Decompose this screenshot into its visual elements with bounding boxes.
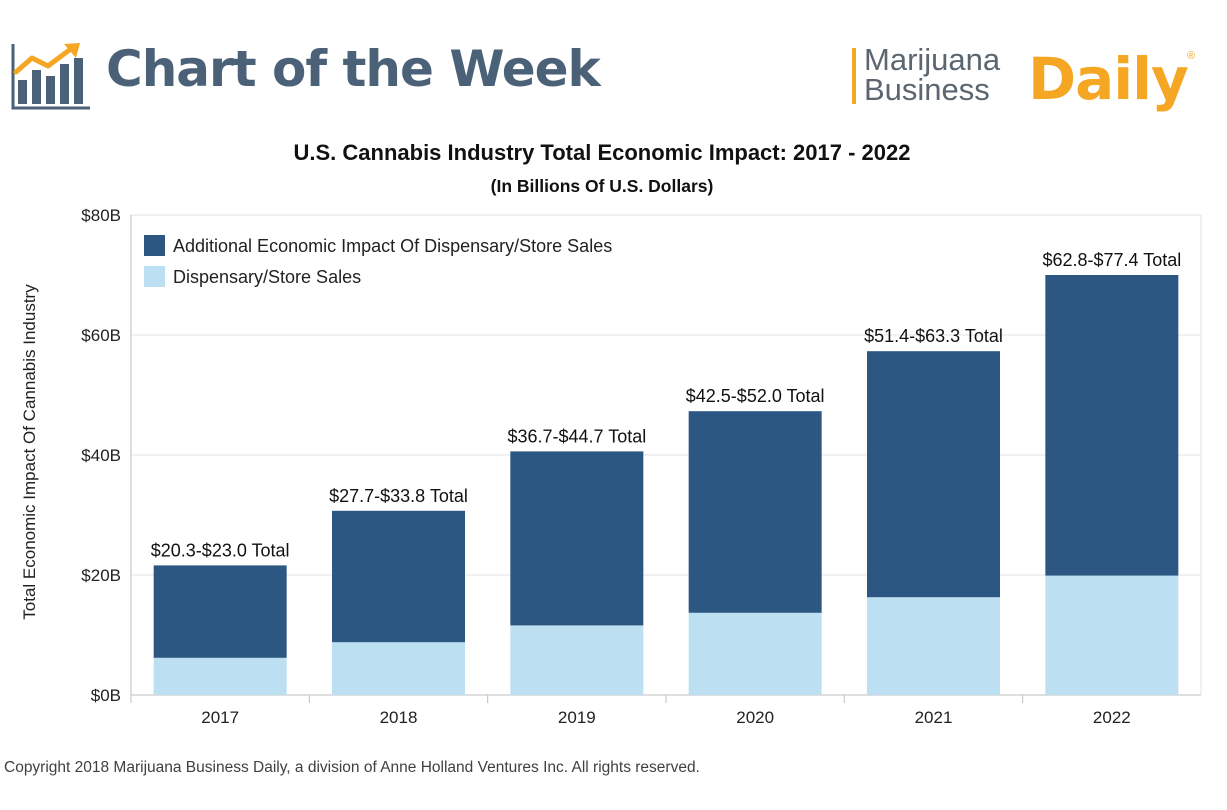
brand-logo: Marijuana Business Daily ® bbox=[852, 44, 1202, 116]
bar-segment bbox=[1045, 575, 1179, 695]
x-axis-ticks: 2017 2018 2019 2020 2021 2022 bbox=[201, 695, 1131, 727]
data-label: $42.5-$52.0 Total bbox=[686, 386, 825, 406]
y-tick-label: $20B bbox=[81, 566, 121, 585]
brand-line2: Business bbox=[864, 72, 990, 107]
icon-frame bbox=[11, 44, 90, 110]
x-tick-label: 2019 bbox=[558, 708, 596, 727]
x-tick-label: 2020 bbox=[736, 708, 774, 727]
bar-segment bbox=[867, 597, 1000, 695]
icon-bar bbox=[74, 58, 83, 104]
y-axis-ticks: $0B $20B $40B $60B $80B bbox=[81, 206, 121, 705]
brand-registered-mark: ® bbox=[1187, 50, 1196, 62]
copyright-notice: Copyright 2018 Marijuana Business Daily,… bbox=[4, 759, 700, 776]
bar-segment bbox=[1045, 275, 1179, 576]
x-tick-label: 2022 bbox=[1093, 708, 1131, 727]
y-tick-label: $0B bbox=[91, 686, 121, 705]
brand-accent-bar bbox=[852, 48, 856, 104]
header: Chart of the Week Marijuana Business Dai… bbox=[0, 0, 1227, 120]
y-tick-label: $40B bbox=[81, 446, 121, 465]
bar-segment bbox=[510, 625, 644, 695]
bar-segment bbox=[332, 642, 465, 695]
chart: U.S. Cannabis Industry Total Economic Im… bbox=[20, 140, 1202, 727]
legend-swatch bbox=[144, 235, 165, 256]
gridlines bbox=[130, 214, 1202, 703]
data-label: $36.7-$44.7 Total bbox=[507, 426, 646, 446]
bars: $20.3-$23.0 Total $27.7-$33.8 Total $36.7-… bbox=[151, 250, 1181, 695]
page-title: Chart of the Week bbox=[106, 40, 601, 98]
legend: Additional Economic Impact Of Dispensary… bbox=[144, 235, 612, 287]
bar-chart-trend-icon bbox=[11, 43, 90, 110]
data-label: $51.4-$63.3 Total bbox=[864, 326, 1003, 346]
legend-label: Dispensary/Store Sales bbox=[173, 267, 361, 287]
bar-segment bbox=[688, 411, 822, 613]
x-tick-label: 2017 bbox=[201, 708, 239, 727]
bar-segment bbox=[510, 451, 644, 626]
data-label: $20.3-$23.0 Total bbox=[151, 540, 290, 560]
icon-bar bbox=[18, 80, 27, 104]
data-label: $27.7-$33.8 Total bbox=[329, 486, 468, 506]
y-tick-label: $80B bbox=[81, 206, 121, 225]
bar-segment bbox=[688, 612, 822, 695]
icon-bar bbox=[60, 64, 69, 104]
x-tick-label: 2021 bbox=[915, 708, 953, 727]
bar-segment bbox=[153, 657, 287, 695]
bar-segment bbox=[332, 510, 465, 643]
y-axis-label: Total Economic Impact Of Cannabis Indust… bbox=[20, 284, 39, 620]
x-tick-label: 2018 bbox=[380, 708, 418, 727]
data-label: $62.8-$77.4 Total bbox=[1042, 250, 1181, 270]
bar-segment bbox=[867, 351, 1000, 598]
icon-trend-arrow bbox=[13, 45, 75, 75]
legend-label: Additional Economic Impact Of Dispensary… bbox=[173, 236, 612, 256]
chart-subtitle: (In Billions Of U.S. Dollars) bbox=[491, 176, 714, 196]
y-tick-label: $60B bbox=[81, 326, 121, 345]
chart-title: U.S. Cannabis Industry Total Economic Im… bbox=[294, 140, 911, 165]
brand-daily: Daily bbox=[1028, 45, 1189, 113]
bar-segment bbox=[153, 565, 287, 658]
legend-swatch bbox=[144, 266, 165, 287]
icon-bar bbox=[46, 76, 55, 104]
icon-arrow-head bbox=[64, 43, 80, 58]
icon-bar bbox=[32, 70, 41, 104]
brand-line1: Marijuana bbox=[864, 42, 1001, 77]
